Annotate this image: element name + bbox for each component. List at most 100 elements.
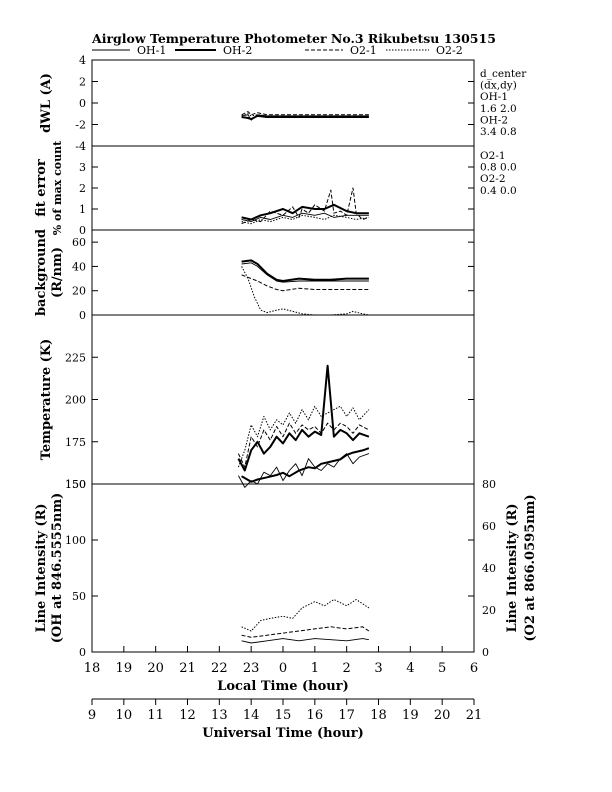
- info-text: O2-2: [480, 173, 506, 185]
- panel-frame: [91, 483, 475, 653]
- x-local-tick-label: 22: [211, 661, 228, 676]
- y-tick-label: 225: [65, 351, 86, 364]
- y-axis-label: (OH at 846.5555nm): [50, 493, 65, 643]
- x-ut-tick-label: 19: [402, 708, 419, 723]
- y-axis-label: (R/nm): [50, 247, 65, 298]
- y-axis-label: background: [34, 229, 49, 316]
- y-axis-label: Line Intensity (R): [34, 503, 49, 632]
- panel-int: 150 100 50 0 Line Intensity (R) (OH at 846.55…: [34, 447, 538, 659]
- x-ut-tick-label: 14: [243, 708, 260, 723]
- x-ut-tick-label: 15: [275, 708, 292, 723]
- y-tick-label: 0: [79, 309, 86, 322]
- series-o2-1-line: [241, 274, 369, 292]
- y-axis-label: dWL (A): [39, 73, 54, 133]
- x-local-tick-label: 19: [116, 661, 133, 676]
- panel-temp: 225 200 175 150 Temperature (K): [39, 314, 475, 491]
- info-text: d_center: [480, 68, 527, 80]
- x-local-tick-label: 4: [406, 661, 414, 676]
- x-local-tick-label: 6: [470, 661, 478, 676]
- y-tick-label: 60: [72, 236, 86, 249]
- x-ut-tick-label: 11: [147, 708, 164, 723]
- info-text: 3.4 0.8: [480, 126, 517, 138]
- y-tick-label: 0: [79, 224, 86, 237]
- y-tick-label: 20: [72, 285, 86, 298]
- y-tick-label: 150: [65, 478, 86, 491]
- legend-label: OH-2: [223, 44, 252, 57]
- y-tick-label: 100: [65, 534, 86, 547]
- info-text: O2-1: [480, 150, 506, 162]
- series-o2-1-line: [241, 187, 370, 225]
- info-text: 0.4 0.0: [480, 185, 517, 197]
- panel-frame: [91, 59, 475, 147]
- info-text: OH-1: [480, 91, 508, 103]
- y-tick-label: 200: [65, 394, 86, 407]
- y-tick-label: 2: [79, 76, 86, 89]
- series-o2-2-line: [237, 405, 370, 468]
- x-ut-tick-label: 9: [88, 708, 96, 723]
- y-tick-label: 0: [79, 97, 86, 110]
- info-text: 1.6 2.0: [480, 103, 517, 115]
- info-text: OH-2: [480, 114, 508, 126]
- y-tick-label: 150: [65, 478, 86, 491]
- x-local-tick-label: 20: [147, 661, 164, 676]
- x-local-tick-label: 3: [374, 661, 382, 676]
- x-ut-tick-label: 10: [116, 708, 133, 723]
- info-text: (dx,dy): [480, 80, 517, 92]
- y-axis-label: % of max count: [51, 140, 64, 235]
- panel-frame: [91, 314, 475, 485]
- legend-label: OH-1: [137, 44, 166, 57]
- series-oh-2-line: [241, 203, 369, 221]
- series-oh-1-line: [238, 453, 370, 488]
- y-axis-label: Temperature (K): [39, 339, 54, 461]
- y-tick-label: -2: [75, 119, 86, 132]
- x-ut-tick-label: 13: [211, 708, 228, 723]
- chart-title: Airglow Temperature Photometer No.3 Riku…: [91, 31, 496, 46]
- x-ut-tick-label: 21: [466, 708, 483, 723]
- legend-label: O2-1: [350, 44, 377, 57]
- y-right-axis-label: (O2 at 866.0595nm): [523, 494, 538, 641]
- x-local-tick-label: 2: [343, 661, 351, 676]
- series-oh-2-line: [241, 447, 370, 483]
- x-local-tick-label: 21: [179, 661, 196, 676]
- series-o2-2-line: [241, 113, 369, 117]
- y-tick-label: 1: [79, 203, 86, 216]
- series-o2-2-line: [241, 599, 370, 632]
- y-right-tick-label: 20: [482, 604, 496, 617]
- info-text: 0.8 0.0: [480, 162, 517, 174]
- panel-dwl: 4 2 0 -2 -4 dWL (A) d_center(dx,dy)OH-11.6 2.0…: [39, 54, 527, 153]
- x-local-tick-label: 0: [279, 661, 287, 676]
- panel-frame: [91, 229, 475, 316]
- y-tick-label: 50: [72, 590, 86, 603]
- x-local-tick-label: 5: [438, 661, 446, 676]
- series-o2-2-line: [241, 214, 369, 225]
- series-oh-2-line: [241, 259, 369, 282]
- x-ut-axis-label: Universal Time (hour): [202, 726, 364, 741]
- x-local-tick-label: 18: [84, 661, 101, 676]
- series-oh-1-line: [241, 262, 369, 283]
- y-tick-label: 40: [72, 260, 86, 273]
- series-o2-1-line: [241, 111, 369, 116]
- y-axis-label: fit error: [34, 159, 49, 217]
- y-tick-label: 2: [79, 182, 86, 195]
- y-right-tick-label: 60: [482, 520, 496, 533]
- y-tick-label: 3: [79, 161, 86, 174]
- panel-fit: 3 2 1 0 fit error% of max count O2-10.8 0.0O2…: [34, 140, 517, 237]
- y-tick-label: 175: [65, 436, 86, 449]
- legend-label: O2-2: [436, 44, 463, 57]
- series-o2-1-line: [237, 422, 370, 468]
- x-local-tick-label: 1: [311, 661, 319, 676]
- y-right-tick-label: 40: [482, 562, 496, 575]
- y-tick-label: 0: [79, 646, 86, 659]
- x-local-axis-label: Local Time (hour): [217, 679, 349, 694]
- legend: OH-1 OH-2 O2-1 O2-2: [92, 44, 463, 57]
- panel-bg: 60 40 20 0 background (R/nm): [34, 229, 475, 322]
- series-oh-2-line: [237, 364, 370, 472]
- series-oh-2-line: [241, 114, 369, 121]
- series-o2-2-line: [241, 266, 369, 316]
- series-oh-1-line: [241, 638, 369, 644]
- y-tick-label: 4: [79, 54, 86, 67]
- y-right-tick-label: 0: [482, 646, 489, 659]
- series-o2-1-line: [241, 626, 370, 638]
